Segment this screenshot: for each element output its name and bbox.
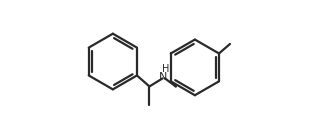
Text: N: N (159, 72, 167, 82)
Text: H: H (162, 64, 169, 74)
